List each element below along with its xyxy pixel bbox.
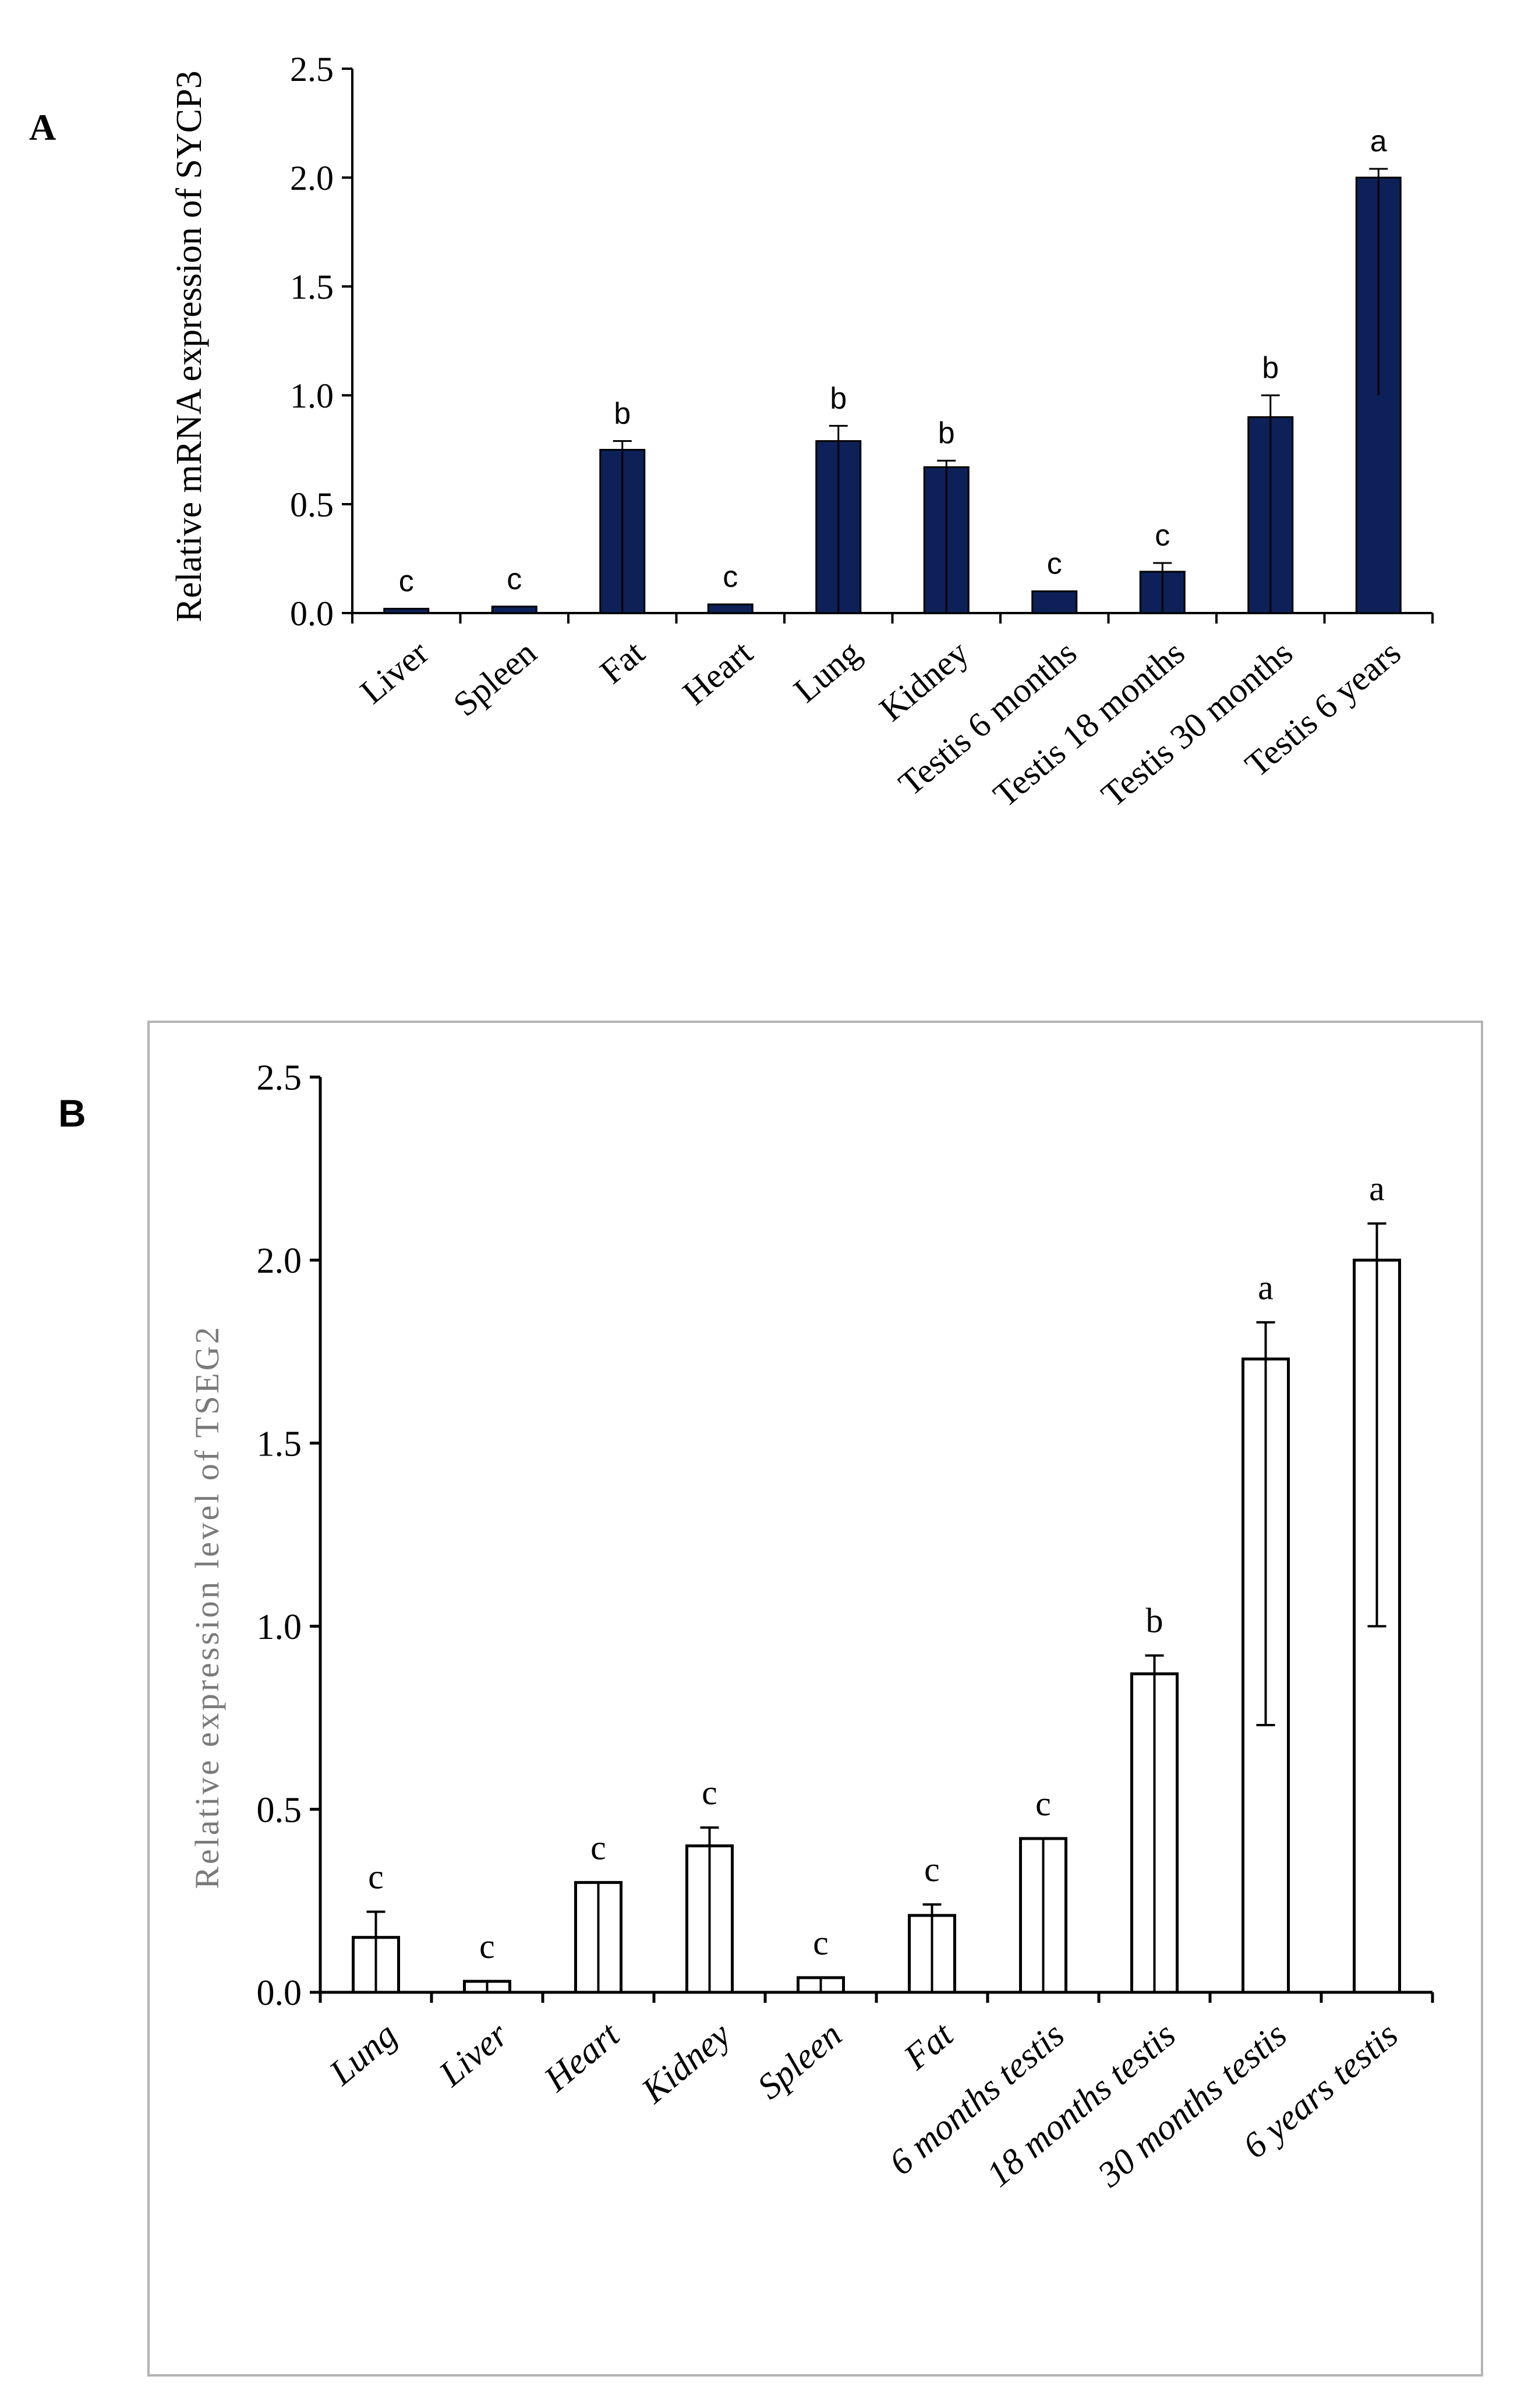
- significance-letter: c: [1047, 547, 1062, 581]
- panel-a-label: A: [29, 107, 56, 148]
- x-category-label: Lung: [787, 633, 868, 710]
- x-category-label: Liver: [353, 633, 436, 711]
- significance-letter: c: [1035, 1784, 1051, 1823]
- panel-b-bars: c c c c c c c b a a: [352, 1170, 1401, 1994]
- significance-letter: b: [1262, 351, 1279, 385]
- significance-letter: b: [830, 381, 847, 415]
- significance-letter: a: [1370, 125, 1387, 158]
- significance-letter: b: [1146, 1602, 1163, 1640]
- significance-letter: a: [1369, 1170, 1385, 1208]
- significance-letter: c: [723, 560, 738, 594]
- y-tick-label: 2.0: [290, 159, 334, 197]
- bar: [1031, 590, 1078, 614]
- x-category-label: Fat: [896, 2014, 961, 2078]
- y-tick-label: 1.0: [290, 377, 334, 415]
- significance-letter: b: [614, 397, 631, 431]
- y-tick-label: 1.5: [290, 268, 334, 306]
- significance-letter: c: [399, 565, 414, 599]
- bar: [491, 605, 537, 614]
- x-category-label: Testis 30 months: [1094, 633, 1300, 814]
- x-category-label: Fat: [593, 633, 652, 691]
- panel-a-chart: A Relative mRNA expression of SYCP3 0.0 0…: [29, 50, 1434, 815]
- panel-a-bars: c c b c b b c c b a: [383, 125, 1402, 614]
- y-tick-label: 1.5: [257, 1425, 302, 1464]
- panel-b-y-axis-label: Relative expression level of TSEG2: [188, 1325, 226, 1889]
- panel-b-frame: [147, 1021, 1483, 2377]
- x-category-label: Testis 18 months: [986, 633, 1191, 814]
- significance-letter: c: [590, 1828, 606, 1867]
- y-tick-label: 2.5: [290, 50, 334, 88]
- panel-a-y-axis-label: Relative mRNA expression of SYCP3: [169, 70, 209, 622]
- x-category-label: 18 months testis: [979, 2015, 1183, 2195]
- significance-letter: c: [507, 562, 522, 596]
- significance-letter: c: [702, 1773, 717, 1812]
- y-tick-label: 2.5: [257, 1058, 302, 1098]
- bar: [707, 603, 754, 614]
- significance-letter: c: [479, 1927, 495, 1966]
- x-category-label: Liver: [431, 2014, 516, 2094]
- significance-letter: c: [924, 1850, 940, 1889]
- significance-letter: c: [368, 1858, 384, 1896]
- x-category-label: Kidney: [872, 633, 976, 728]
- x-category-label: Heart: [675, 633, 760, 712]
- significance-letter: c: [1155, 519, 1170, 553]
- y-tick-label: 0.5: [257, 1790, 302, 1830]
- y-tick-label: 2.0: [257, 1241, 302, 1281]
- bar: [383, 608, 430, 614]
- x-category-label: Lung: [321, 2015, 404, 2094]
- x-category-label: Spleen: [446, 633, 544, 724]
- significance-letter: b: [938, 416, 955, 450]
- y-tick-label: 1.0: [257, 1607, 302, 1647]
- significance-letter: c: [813, 1924, 829, 1962]
- y-tick-label: 0.5: [290, 486, 334, 524]
- y-tick-label: 0.0: [257, 1974, 302, 2013]
- significance-letter: a: [1258, 1268, 1274, 1306]
- panel-b-label: B: [58, 1092, 86, 1135]
- x-category-label: Kidney: [634, 2014, 738, 2111]
- y-tick-label: 0.0: [290, 594, 334, 633]
- x-category-label: 30 months testis: [1090, 2015, 1294, 2195]
- x-category-label: Spleen: [750, 2015, 849, 2107]
- x-category-label: Heart: [536, 2014, 628, 2099]
- panel-b-chart: B Relative expression level of TSEG2 0.0…: [58, 1058, 1434, 2195]
